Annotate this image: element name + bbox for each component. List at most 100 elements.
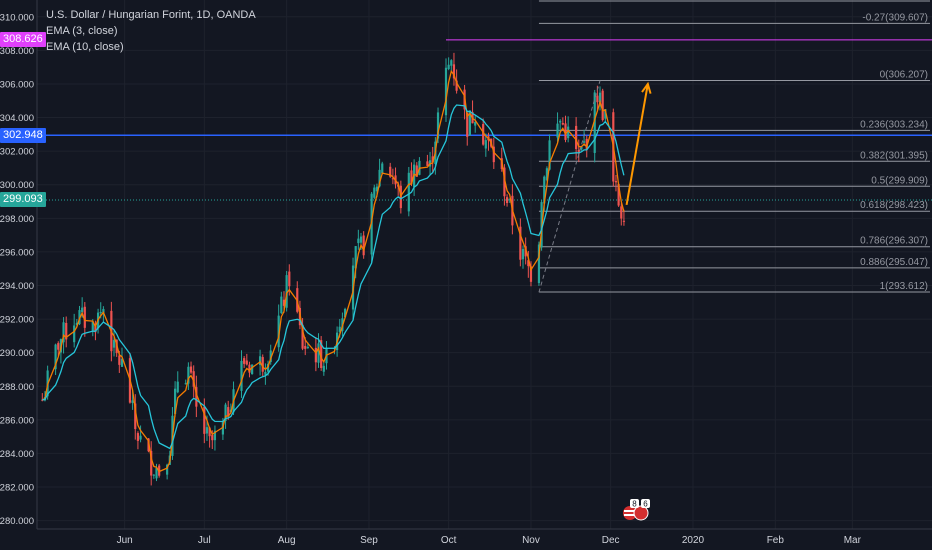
- candle-down: [389, 166, 392, 177]
- candle-up: [357, 238, 360, 244]
- fib-level-label: 0.618(298.423): [860, 200, 928, 211]
- ema-fast-label[interactable]: EMA (3, close): [46, 25, 118, 37]
- y-tick-label: 310.000: [0, 12, 34, 23]
- candle-up: [184, 383, 187, 385]
- candle-down: [189, 366, 193, 373]
- ema-lines: [42, 69, 625, 473]
- symbol-title[interactable]: U.S. Dollar / Hungarian Forint, 1D, OAND…: [46, 9, 256, 21]
- candle-up: [484, 140, 487, 149]
- candle-down: [601, 90, 604, 121]
- candle-down: [466, 112, 469, 137]
- x-tick-label: Oct: [441, 535, 457, 546]
- candle-down: [195, 387, 198, 407]
- candle-up: [62, 322, 65, 343]
- candle-down: [575, 125, 578, 149]
- candle-down: [118, 355, 121, 365]
- candle-up: [450, 60, 453, 66]
- y-tick-label: 308.000: [0, 46, 34, 57]
- candle-up: [559, 120, 562, 123]
- x-tick-label: Feb: [767, 535, 785, 546]
- candle-up: [120, 358, 124, 367]
- candle-up: [221, 422, 225, 435]
- candle-down: [482, 124, 485, 145]
- y-tick-label: 300.000: [0, 180, 34, 191]
- candle-up: [407, 172, 410, 212]
- arrow-up-icon[interactable]: [641, 81, 652, 94]
- candle-up: [224, 404, 227, 421]
- candle-down: [282, 299, 286, 306]
- candle-up: [373, 187, 376, 198]
- candle-down: [431, 156, 434, 163]
- candle-up: [354, 246, 357, 269]
- x-tick-label: Jul: [198, 535, 211, 546]
- candle-down: [211, 434, 214, 441]
- candle-down: [243, 358, 246, 364]
- candle-down: [391, 178, 394, 180]
- candle-down: [136, 433, 140, 441]
- y-tick-label: 282.000: [0, 483, 34, 494]
- candle-up: [240, 360, 243, 391]
- fib-level-label: 0.786(296.307): [860, 236, 928, 247]
- fib-level-label: 0.382(301.395): [860, 150, 928, 161]
- candle-up: [593, 92, 596, 153]
- y-tick-label: 280.000: [0, 516, 34, 527]
- candle-up: [91, 321, 94, 331]
- candle-up: [258, 356, 262, 365]
- chart-legend: U.S. Dollar / Hungarian Forint, 1D, OAND…: [46, 7, 256, 55]
- candle-up: [81, 307, 84, 313]
- price-tag: 302.948: [0, 127, 46, 143]
- x-tick-label: Dec: [602, 535, 620, 546]
- candle-up: [359, 236, 363, 243]
- candle-down: [245, 360, 248, 365]
- candle-up: [322, 365, 325, 372]
- arrow-shaft[interactable]: [625, 83, 649, 206]
- candle-down: [362, 235, 365, 256]
- x-tick-label: Sep: [360, 535, 378, 546]
- candle-up: [152, 474, 155, 476]
- fib-level-label: 0.886(295.047): [860, 257, 928, 268]
- candle-up: [264, 371, 267, 375]
- events-badge[interactable]: 8 6: [619, 497, 653, 521]
- x-tick-label: Jun: [117, 535, 133, 546]
- candle-down: [203, 406, 206, 434]
- candle-up: [381, 163, 384, 174]
- candle-down: [150, 450, 153, 476]
- candle-up: [280, 296, 283, 314]
- ema-slow-label[interactable]: EMA (10, close): [46, 41, 124, 53]
- candle-up: [604, 109, 607, 119]
- y-tick-label: 294.000: [0, 281, 34, 292]
- y-tick-label: 286.000: [0, 415, 34, 426]
- candle-up: [582, 141, 586, 143]
- candle-down: [288, 271, 291, 287]
- event-count-right: 6: [643, 500, 648, 509]
- candle-down: [503, 167, 506, 197]
- candle-up: [343, 308, 347, 318]
- candle-down: [455, 80, 458, 91]
- event-count-badge: [630, 499, 639, 508]
- candle-down: [614, 181, 618, 183]
- candle-down: [519, 226, 522, 260]
- candle-down: [248, 364, 251, 373]
- candle-down: [620, 206, 623, 219]
- candle-up: [580, 146, 583, 150]
- drawings[interactable]: [538, 80, 652, 293]
- candle-up: [112, 340, 116, 348]
- fibonacci-retracement[interactable]: -0.27(309.607) 0(306.207) 0.236(303.234) 0.…: [538, 0, 930, 293]
- candle-down: [41, 399, 44, 401]
- y-tick-label: 284.000: [0, 449, 34, 460]
- candle-down: [261, 357, 264, 372]
- flag-stripe: [624, 514, 636, 516]
- candle-up: [468, 110, 471, 136]
- candle-up: [139, 435, 142, 440]
- candle-down: [314, 347, 317, 363]
- candle-down: [622, 220, 626, 222]
- candle-up: [447, 64, 450, 70]
- fib-trend-line[interactable]: [538, 80, 601, 293]
- candle-down: [426, 161, 429, 166]
- candle-up: [75, 322, 78, 326]
- candle-up: [54, 344, 57, 370]
- event-count-left: 8: [632, 500, 637, 509]
- candle-up: [378, 169, 381, 187]
